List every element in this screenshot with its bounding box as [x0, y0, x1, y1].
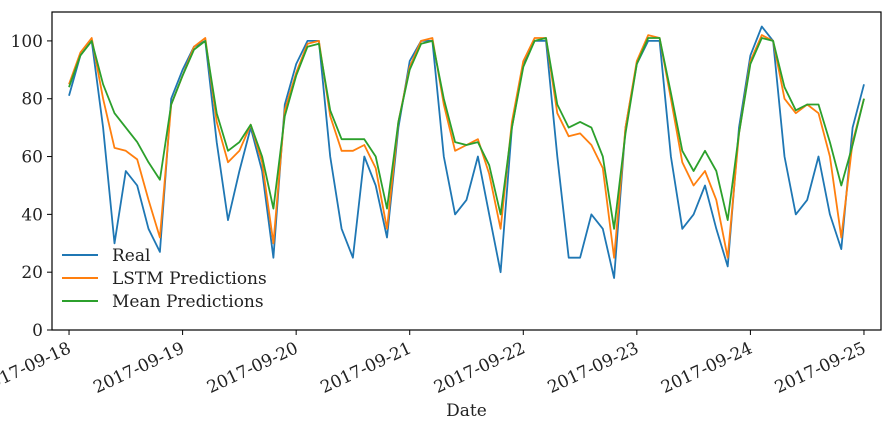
x-tick-label: 2017-09-19: [90, 338, 187, 398]
x-tick-label: 2017-09-21: [318, 338, 415, 398]
y-tick-label: 40: [21, 205, 43, 225]
x-tick-label: 2017-09-20: [204, 338, 301, 398]
series-line-1: [68, 34, 865, 259]
x-tick-label: 2017-09-25: [772, 338, 869, 398]
y-tick-label: 60: [21, 148, 43, 168]
plot-frame: [51, 11, 882, 331]
x-tick-label: 2017-09-24: [658, 338, 755, 398]
x-tick-label: 2017-09-23: [545, 338, 642, 398]
y-tick-label: 0: [32, 321, 43, 341]
x-axis-label: Date: [446, 401, 487, 421]
legend-label-0: Real: [112, 246, 150, 266]
y-tick-label: 80: [21, 90, 43, 110]
y-tick-label: 20: [21, 263, 43, 283]
plot-lines: [68, 25, 865, 279]
y-tick-label: 100: [11, 32, 43, 52]
series-line-2: [68, 37, 865, 230]
x-tick-label: 2017-09-18: [0, 338, 74, 398]
legend: Real LSTM Predictions Mean Predictions: [62, 246, 267, 312]
legend-label-2: Mean Predictions: [112, 292, 264, 312]
x-tick-label: 2017-09-22: [431, 338, 528, 398]
legend-label-1: LSTM Predictions: [112, 269, 267, 289]
y-axis: 0 20 40 60 80 100: [11, 32, 52, 341]
x-axis: 2017-09-18 2017-09-19 2017-09-20 2017-09-21…: [0, 330, 869, 398]
